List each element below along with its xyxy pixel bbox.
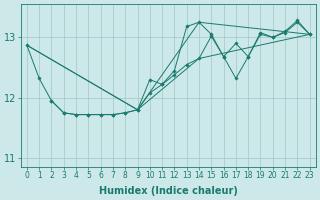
X-axis label: Humidex (Indice chaleur): Humidex (Indice chaleur) (99, 186, 238, 196)
